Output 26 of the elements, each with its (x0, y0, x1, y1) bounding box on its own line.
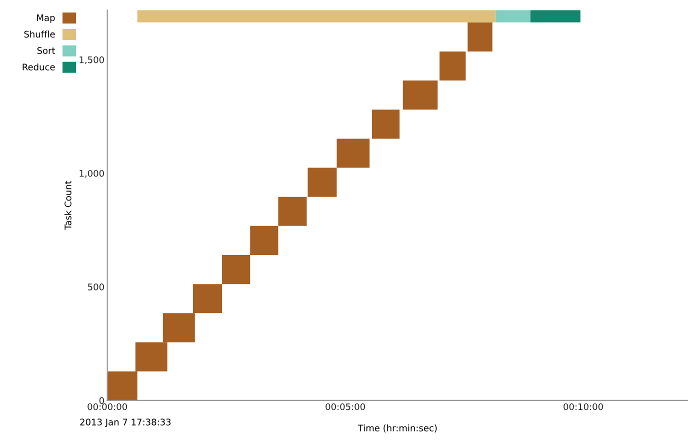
bar (278, 196, 307, 226)
x-tick-label: 00:00:00 (88, 403, 127, 410)
y-tick-label: 1,000 (80, 170, 104, 178)
bar (308, 168, 337, 197)
bar (372, 110, 400, 139)
x-tick-label: 00:05:00 (326, 403, 365, 410)
bar (336, 138, 370, 168)
bar (222, 255, 250, 284)
bar (530, 10, 580, 22)
bar (496, 10, 530, 22)
x-axis-title: Time (hr:min:sec) (358, 424, 437, 432)
y-tick-label: 1,500 (80, 56, 104, 64)
text: 2013 Jan 7 17:38:33 (80, 418, 171, 428)
bar (440, 51, 466, 81)
legend-label: Sort (37, 47, 56, 54)
legend-label: Shuffle (24, 30, 55, 38)
bar (468, 22, 492, 52)
x-tick-label: 00:10:00 (564, 403, 603, 410)
bar (137, 10, 496, 22)
bar (250, 226, 278, 256)
legend-label: Map (37, 14, 55, 23)
y-tick-label: 500 (88, 284, 104, 290)
y-axis-title: Task Count (64, 180, 72, 230)
bar (402, 80, 438, 110)
legend-label: Reduce (22, 63, 55, 70)
y-tick-label: 0 (99, 397, 104, 404)
